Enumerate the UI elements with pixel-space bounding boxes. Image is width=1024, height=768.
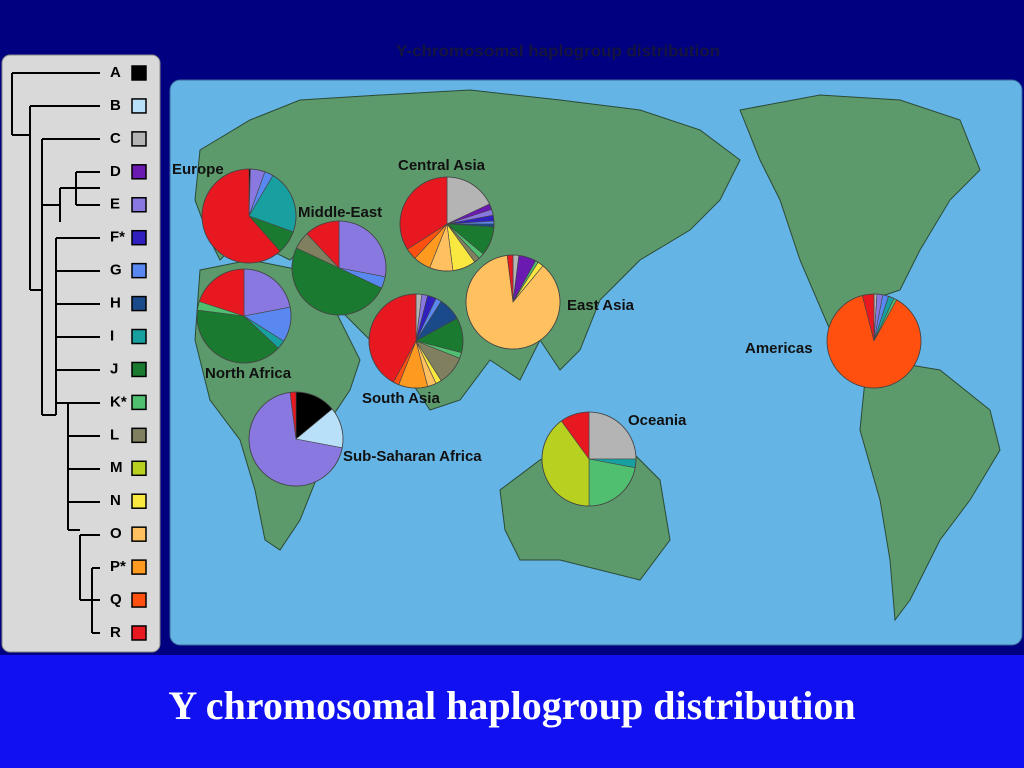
pie-outline — [196, 268, 292, 364]
legend-label: G — [110, 262, 122, 279]
legend-swatch — [131, 328, 147, 345]
legend-label: O — [110, 525, 122, 542]
pie-outline — [541, 411, 637, 507]
legend-swatch — [131, 427, 147, 444]
legend-label: K* — [110, 393, 127, 410]
legend-label: D — [110, 163, 121, 180]
region-label: East Asia — [567, 297, 635, 314]
pie-outline — [248, 391, 344, 487]
legend-swatch — [131, 164, 147, 180]
legend-label: I — [110, 327, 114, 344]
legend-label: Q — [110, 591, 122, 608]
legend-label: P* — [110, 558, 126, 575]
pies: Europe Middle-East North Africa Sub-Saharan… — [172, 157, 922, 507]
legend-swatch — [131, 493, 147, 509]
legend-label: M — [110, 459, 123, 476]
region-label: Americas — [745, 340, 813, 357]
legend-label: R — [110, 624, 121, 641]
legend-swatch — [131, 98, 147, 114]
legend-swatch — [131, 526, 147, 542]
pie-outline — [291, 220, 387, 316]
region-label: Sub-Saharan Africa — [343, 448, 482, 465]
legend-label: L — [110, 426, 119, 443]
pie-outline — [826, 293, 922, 389]
legend-swatch — [131, 625, 147, 641]
legend-label: F* — [110, 229, 125, 246]
legend-label: H — [110, 295, 121, 312]
tree — [11, 72, 100, 634]
legend-label: B — [110, 97, 121, 114]
bottom-band — [0, 655, 1024, 768]
south-america — [859, 359, 1001, 622]
pie-outline — [368, 293, 464, 389]
legend-swatch — [131, 262, 147, 279]
legend-label: C — [110, 130, 121, 147]
north-america — [739, 94, 981, 331]
region-label: Europe — [172, 161, 224, 178]
legend-label: J — [110, 360, 118, 377]
legend-swatch — [131, 592, 147, 608]
legend-swatch — [131, 131, 147, 147]
legend-swatch — [131, 559, 147, 575]
pie-outline — [201, 168, 297, 264]
slide-title: Y chromosomal haplogroup distribution — [168, 683, 855, 728]
pie-outline — [399, 176, 495, 272]
legend-swatch — [131, 460, 147, 477]
region-label: South Asia — [362, 390, 440, 407]
legend-swatch — [131, 197, 147, 213]
legend-label: N — [110, 492, 121, 509]
map-title: Y-chromosomal haplogroup distribution — [396, 41, 720, 60]
pie-outline — [465, 254, 561, 350]
legend-swatch — [131, 295, 147, 312]
legend-swatch — [131, 65, 147, 81]
legend-swatch — [131, 229, 147, 246]
legend-label: A — [110, 64, 121, 81]
region-label: Central Asia — [398, 157, 486, 174]
legend-swatch — [131, 361, 147, 378]
region-label: North Africa — [205, 365, 292, 382]
legend-swatch — [131, 394, 147, 411]
region-label: Oceania — [628, 412, 687, 429]
region-label: Middle-East — [298, 204, 382, 221]
legend-label: E — [110, 196, 120, 213]
